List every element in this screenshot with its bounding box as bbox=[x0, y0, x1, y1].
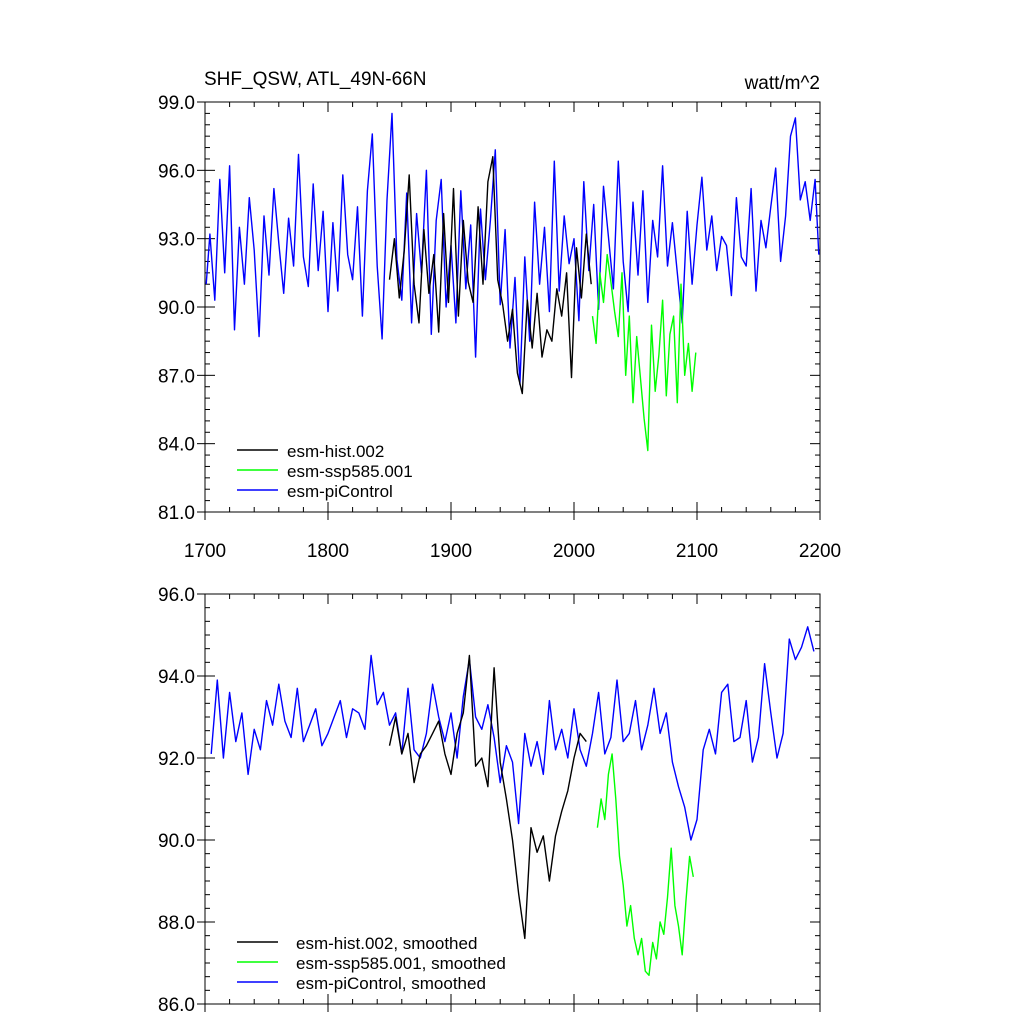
top-y-tick-label-4: 93.0 bbox=[158, 230, 195, 251]
bottom-series-line-esm-ssp585-001-smoothed bbox=[596, 753, 694, 976]
bottom-panel: 86.0 88.0 90.0 92.0 94.0 96.0 esm-hist.002, s… bbox=[158, 585, 821, 1016]
top-y-tick-label-1: 84.0 bbox=[158, 435, 195, 456]
top-y-tick-label-5: 96.0 bbox=[158, 161, 195, 182]
top-y-tick-label-6: 99.0 bbox=[158, 93, 195, 114]
top-series-line-esm-picontrol bbox=[205, 112, 820, 386]
bottom-y-tick-label-1: 88.0 bbox=[158, 913, 195, 934]
top-chart-title: SHF_QSW, ATL_49N-66N bbox=[204, 69, 426, 90]
bottom-series-line-esm-picontrol-smoothed bbox=[210, 626, 815, 841]
top-x-tick-label-2200: 2200 bbox=[799, 541, 841, 562]
top-legend-label-ctrl: esm-piControl bbox=[287, 482, 393, 501]
top-y-tick-label-0: 81.0 bbox=[158, 503, 195, 524]
bottom-legend-label-ssp: esm-ssp585.001, smoothed bbox=[296, 954, 506, 973]
top-x-tick-label-1700: 1700 bbox=[184, 541, 226, 562]
bottom-legend-label-ctrl: esm-piControl, smoothed bbox=[296, 974, 486, 993]
top-x-tick-label-1800: 1800 bbox=[307, 541, 349, 562]
top-y-tick-label-2: 87.0 bbox=[158, 366, 195, 387]
top-y-tick-label-3: 90.0 bbox=[158, 298, 195, 319]
top-series-line-esm-hist-002 bbox=[388, 155, 592, 395]
top-legend-label-hist: esm-hist.002 bbox=[287, 442, 384, 461]
bottom-legend: esm-hist.002, smoothed esm-ssp585.001, s… bbox=[237, 934, 506, 993]
top-panel: SHF_QSW, ATL_49N-66N watt/m^2 81.0 84.0 87… bbox=[158, 69, 841, 562]
top-x-tick-label-2100: 2100 bbox=[676, 541, 718, 562]
top-x-tick-label-1900: 1900 bbox=[430, 541, 472, 562]
bottom-y-tick-label-5: 96.0 bbox=[158, 585, 195, 606]
top-chart-units: watt/m^2 bbox=[744, 73, 820, 94]
bottom-y-tick-label-4: 94.0 bbox=[158, 667, 195, 688]
bottom-y-tick-label-3: 92.0 bbox=[158, 749, 195, 770]
bottom-y-tick-label-2: 90.0 bbox=[158, 831, 195, 852]
bottom-y-tick-label-0: 86.0 bbox=[158, 995, 195, 1016]
bottom-series-line-esm-hist-002-smoothed bbox=[388, 654, 587, 940]
top-series-line-esm-ssp585-001 bbox=[591, 253, 697, 452]
top-legend-label-ssp: esm-ssp585.001 bbox=[287, 462, 413, 481]
top-x-tick-label-2000: 2000 bbox=[553, 541, 595, 562]
top-legend: esm-hist.002 esm-ssp585.001 esm-piContro… bbox=[237, 442, 413, 501]
bottom-legend-label-hist: esm-hist.002, smoothed bbox=[296, 934, 477, 953]
